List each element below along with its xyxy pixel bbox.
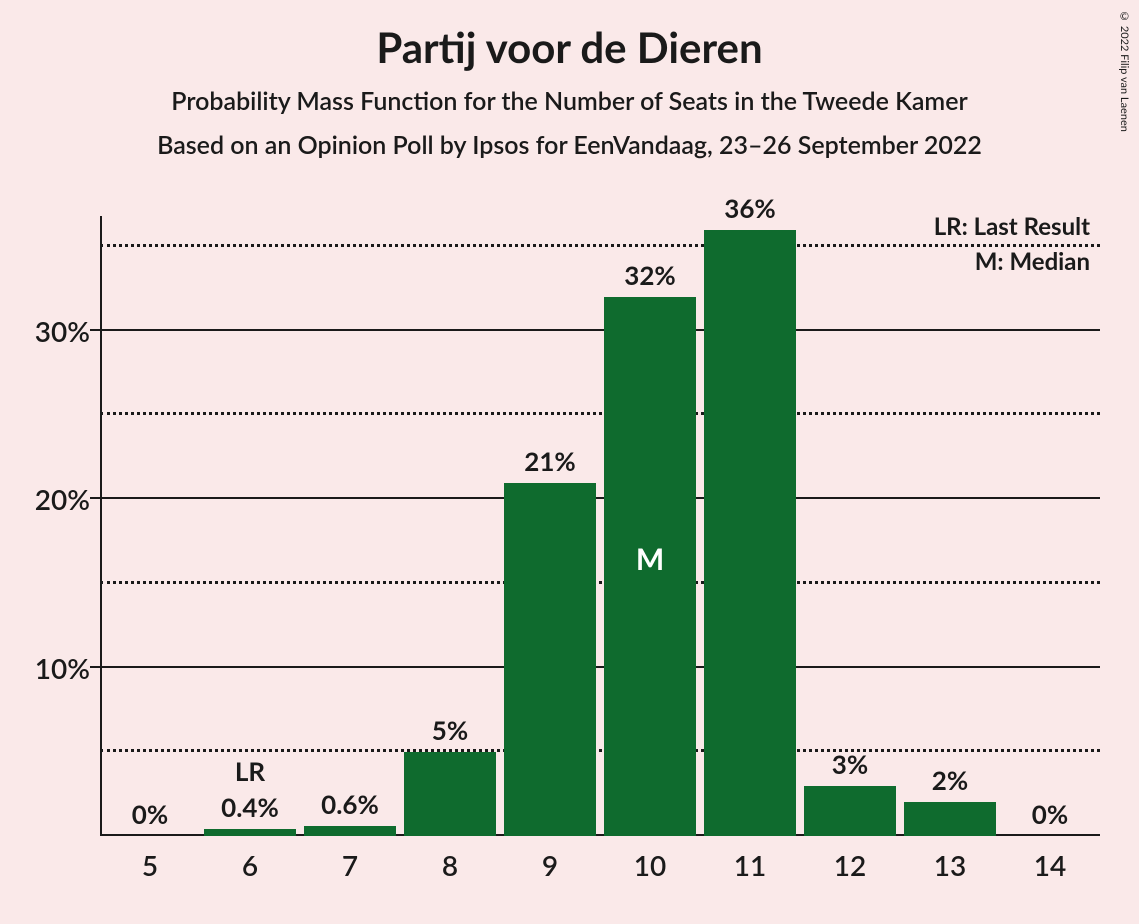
y-axis-tick-label: 20% <box>10 482 90 516</box>
bar-value-label: 0.4% <box>221 791 279 823</box>
x-axis-tick-label: 10 <box>634 848 666 882</box>
median-marker: M <box>636 541 664 577</box>
y-tick <box>90 666 100 668</box>
chart-title: Partij voor de Dieren <box>0 22 1139 72</box>
y-tick <box>90 329 100 331</box>
bar-value-label: 3% <box>832 748 868 780</box>
bar <box>404 752 496 836</box>
grid-minor <box>100 412 1100 415</box>
copyright-text: © 2022 Filip van Laenen <box>1118 10 1131 132</box>
grid-major <box>100 329 1100 331</box>
x-axis-tick-label: 11 <box>734 848 766 882</box>
bar-value-label: 21% <box>524 445 575 477</box>
bar <box>804 786 896 837</box>
grid-minor <box>100 581 1100 584</box>
x-axis-tick-label: 9 <box>542 848 558 882</box>
legend-m: M: Median <box>934 247 1090 276</box>
y-axis-tick-label: 10% <box>10 651 90 685</box>
grid-major <box>100 497 1100 499</box>
legend-lr: LR: Last Result <box>934 212 1090 241</box>
bar <box>904 802 996 836</box>
bar-value-label: 2% <box>932 764 968 796</box>
grid-minor <box>100 749 1100 752</box>
title-block: Partij voor de Dieren Probability Mass F… <box>0 0 1139 160</box>
bar <box>704 230 796 836</box>
chart-plot-area: LR: Last Result M: Median 10%20%30%0%50.… <box>100 216 1100 836</box>
bar-value-label: 36% <box>724 192 775 224</box>
bar-value-label: 0.6% <box>321 788 379 820</box>
x-axis-tick-label: 13 <box>934 848 966 882</box>
y-tick <box>90 497 100 499</box>
bar-value-label: 5% <box>432 714 468 746</box>
x-axis-tick-label: 14 <box>1034 848 1066 882</box>
grid-minor <box>100 244 1100 247</box>
y-axis-line <box>100 216 102 836</box>
grid-major <box>100 666 1100 668</box>
lr-marker: LR <box>235 755 265 787</box>
x-axis-tick-label: 8 <box>442 848 458 882</box>
bar <box>204 829 296 836</box>
x-axis-tick-label: 12 <box>834 848 866 882</box>
x-axis-tick-label: 6 <box>242 848 258 882</box>
chart-subtitle-1: Probability Mass Function for the Number… <box>0 86 1139 116</box>
bar <box>304 826 396 836</box>
bar-value-label: 0% <box>1032 798 1068 830</box>
y-axis-tick-label: 30% <box>10 314 90 348</box>
bar-value-label: 0% <box>132 798 168 830</box>
chart-legend: LR: Last Result M: Median <box>934 212 1090 282</box>
x-axis-tick-label: 5 <box>142 848 158 882</box>
chart-subtitle-2: Based on an Opinion Poll by Ipsos for Ee… <box>0 130 1139 160</box>
x-axis-tick-label: 7 <box>342 848 358 882</box>
bar-value-label: 32% <box>624 259 675 291</box>
bar <box>504 483 596 837</box>
